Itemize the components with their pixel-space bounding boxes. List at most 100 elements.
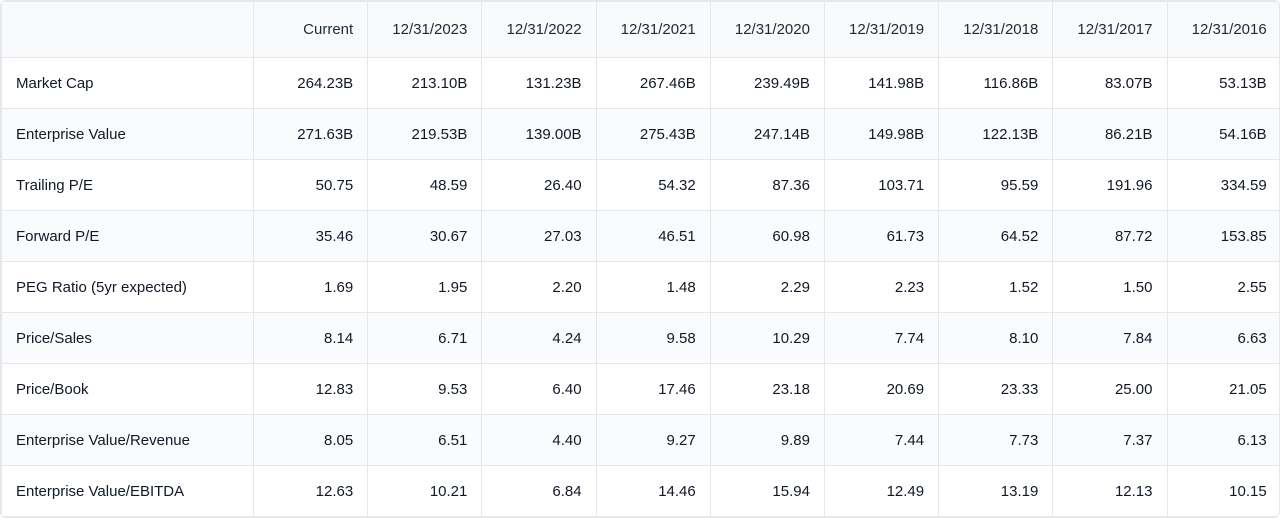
column-header-current: Current (254, 2, 368, 58)
value-cell: 12.63 (254, 466, 368, 517)
value-cell: 7.74 (824, 313, 938, 364)
value-cell: 54.32 (596, 160, 710, 211)
table-row: Enterprise Value/Revenue8.056.514.409.27… (2, 415, 1280, 466)
value-cell: 149.98B (824, 109, 938, 160)
value-cell: 25.00 (1053, 364, 1167, 415)
value-cell: 10.21 (368, 466, 482, 517)
value-cell: 9.58 (596, 313, 710, 364)
value-cell: 61.73 (824, 211, 938, 262)
value-cell: 1.48 (596, 262, 710, 313)
table-row: Forward P/E35.4630.6727.0346.5160.9861.7… (2, 211, 1280, 262)
value-cell: 54.16B (1167, 109, 1280, 160)
value-cell: 30.67 (368, 211, 482, 262)
value-cell: 17.46 (596, 364, 710, 415)
value-cell: 139.00B (482, 109, 596, 160)
value-cell: 334.59 (1167, 160, 1280, 211)
row-label: Market Cap (2, 58, 254, 109)
value-cell: 1.95 (368, 262, 482, 313)
value-cell: 6.71 (368, 313, 482, 364)
value-cell: 12.49 (824, 466, 938, 517)
value-cell: 6.13 (1167, 415, 1280, 466)
column-header-2016: 12/31/2016 (1167, 2, 1280, 58)
value-cell: 10.15 (1167, 466, 1280, 517)
value-cell: 6.51 (368, 415, 482, 466)
value-cell: 8.10 (939, 313, 1053, 364)
value-cell: 7.37 (1053, 415, 1167, 466)
value-cell: 14.46 (596, 466, 710, 517)
value-cell: 12.13 (1053, 466, 1167, 517)
value-cell: 2.29 (710, 262, 824, 313)
value-cell: 35.46 (254, 211, 368, 262)
value-cell: 2.20 (482, 262, 596, 313)
value-cell: 239.49B (710, 58, 824, 109)
value-cell: 1.52 (939, 262, 1053, 313)
row-label: Enterprise Value/Revenue (2, 415, 254, 466)
column-header-2018: 12/31/2018 (939, 2, 1053, 58)
value-cell: 83.07B (1053, 58, 1167, 109)
column-header-2019: 12/31/2019 (824, 2, 938, 58)
column-header-2017: 12/31/2017 (1053, 2, 1167, 58)
value-cell: 10.29 (710, 313, 824, 364)
table-row: Price/Sales8.146.714.249.5810.297.748.10… (2, 313, 1280, 364)
row-label: Price/Sales (2, 313, 254, 364)
value-cell: 4.24 (482, 313, 596, 364)
value-cell: 271.63B (254, 109, 368, 160)
column-header-2022: 12/31/2022 (482, 2, 596, 58)
value-cell: 2.55 (1167, 262, 1280, 313)
valuation-table-container: Current 12/31/2023 12/31/2022 12/31/2021… (0, 0, 1280, 518)
table-row: Price/Book12.839.536.4017.4623.1820.6923… (2, 364, 1280, 415)
value-cell: 12.83 (254, 364, 368, 415)
value-cell: 9.27 (596, 415, 710, 466)
valuation-table: Current 12/31/2023 12/31/2022 12/31/2021… (1, 1, 1280, 517)
value-cell: 4.40 (482, 415, 596, 466)
column-header-2021: 12/31/2021 (596, 2, 710, 58)
column-header-2020: 12/31/2020 (710, 2, 824, 58)
value-cell: 46.51 (596, 211, 710, 262)
value-cell: 103.71 (824, 160, 938, 211)
table-row: PEG Ratio (5yr expected)1.691.952.201.48… (2, 262, 1280, 313)
value-cell: 264.23B (254, 58, 368, 109)
row-label: Price/Book (2, 364, 254, 415)
value-cell: 26.40 (482, 160, 596, 211)
table-row: Enterprise Value/EBITDA12.6310.216.8414.… (2, 466, 1280, 517)
value-cell: 64.52 (939, 211, 1053, 262)
value-cell: 2.23 (824, 262, 938, 313)
value-cell: 15.94 (710, 466, 824, 517)
value-cell: 13.19 (939, 466, 1053, 517)
value-cell: 7.73 (939, 415, 1053, 466)
table-row: Enterprise Value271.63B219.53B139.00B275… (2, 109, 1280, 160)
value-cell: 116.86B (939, 58, 1053, 109)
row-label: PEG Ratio (5yr expected) (2, 262, 254, 313)
value-cell: 6.40 (482, 364, 596, 415)
value-cell: 9.89 (710, 415, 824, 466)
value-cell: 1.69 (254, 262, 368, 313)
value-cell: 213.10B (368, 58, 482, 109)
value-cell: 267.46B (596, 58, 710, 109)
value-cell: 8.05 (254, 415, 368, 466)
value-cell: 7.44 (824, 415, 938, 466)
value-cell: 1.50 (1053, 262, 1167, 313)
value-cell: 23.18 (710, 364, 824, 415)
value-cell: 48.59 (368, 160, 482, 211)
value-cell: 141.98B (824, 58, 938, 109)
table-row: Trailing P/E50.7548.5926.4054.3287.36103… (2, 160, 1280, 211)
row-label: Forward P/E (2, 211, 254, 262)
value-cell: 6.63 (1167, 313, 1280, 364)
row-label: Enterprise Value (2, 109, 254, 160)
value-cell: 7.84 (1053, 313, 1167, 364)
value-cell: 95.59 (939, 160, 1053, 211)
table-body: Market Cap264.23B213.10B131.23B267.46B23… (2, 58, 1280, 517)
value-cell: 87.72 (1053, 211, 1167, 262)
row-label: Trailing P/E (2, 160, 254, 211)
value-cell: 131.23B (482, 58, 596, 109)
value-cell: 247.14B (710, 109, 824, 160)
value-cell: 122.13B (939, 109, 1053, 160)
table-row: Market Cap264.23B213.10B131.23B267.46B23… (2, 58, 1280, 109)
value-cell: 9.53 (368, 364, 482, 415)
column-header-2023: 12/31/2023 (368, 2, 482, 58)
value-cell: 23.33 (939, 364, 1053, 415)
value-cell: 8.14 (254, 313, 368, 364)
value-cell: 191.96 (1053, 160, 1167, 211)
value-cell: 86.21B (1053, 109, 1167, 160)
value-cell: 87.36 (710, 160, 824, 211)
